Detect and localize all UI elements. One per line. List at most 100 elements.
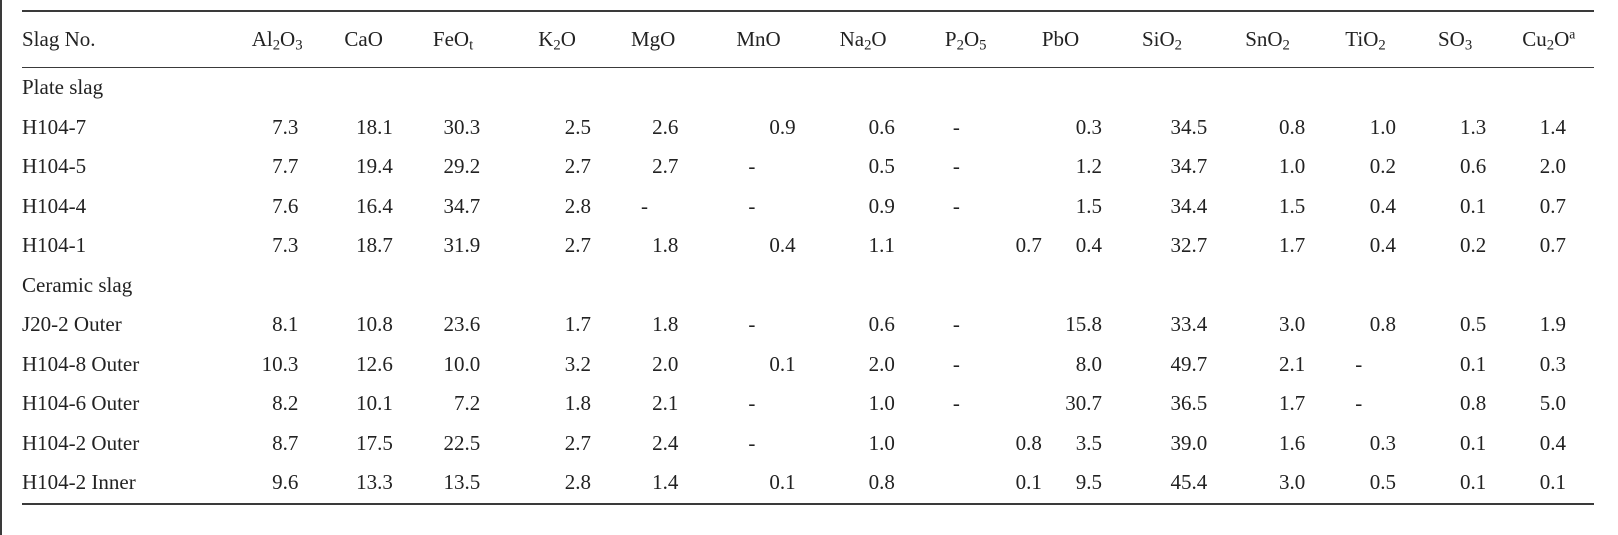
value-cell-k2o: 2.7 <box>564 154 591 179</box>
value-cell-mgo: 2.1 <box>652 391 679 416</box>
value-cell-cu2o: 0.1 <box>1522 463 1594 505</box>
value-cell-sio2: 34.5 <box>1170 114 1208 139</box>
value-cell-cu2o: 5.0 <box>1539 391 1566 416</box>
value-cell-sio2: 34.7 <box>1170 154 1208 179</box>
value-cell-al2o3: 8.1 <box>272 312 299 337</box>
value-cell-cu2o: 0.7 <box>1539 193 1566 218</box>
value-cell-al2o3: 8.2 <box>272 391 299 416</box>
value-cell-cao: 17.5 <box>356 430 393 455</box>
value-cell-feot: 29.2 <box>443 154 481 179</box>
value-cell-feot: 31.9 <box>443 233 481 258</box>
sample-name-cell: H104-1 <box>22 233 87 258</box>
column-header-slag_no: Slag No. <box>22 10 252 68</box>
value-cell-mno: 0.1 <box>769 351 796 376</box>
sample-name-cell: J20-2 Outer <box>22 312 122 337</box>
value-cell-pbo: 3.5 <box>1075 430 1102 455</box>
value-cell-al2o3: 9.6 <box>251 463 345 505</box>
column-header-part: t <box>469 37 474 54</box>
value-cell-na2o: 0.6 <box>868 114 895 139</box>
value-cell-pbo: 30.7 <box>1065 391 1102 416</box>
column-header-part: O <box>871 27 887 51</box>
value-cell-na2o: 1.1 <box>868 233 895 258</box>
sample-name-cell: H104-6 Outer <box>22 391 140 416</box>
value-cell-pbo: 0.3 <box>1075 114 1102 139</box>
value-cell-na2o: 0.8 <box>839 463 945 505</box>
value-cell-sio2: 32.7 <box>1170 233 1208 258</box>
value-cell-al2o3: 10.3 <box>261 351 299 376</box>
column-header-part: 2 <box>1378 37 1386 54</box>
sample-name-cell: H104-2 Inner <box>22 463 252 505</box>
column-header-part: P <box>944 27 957 51</box>
value-cell-al2o3: 7.7 <box>272 154 299 179</box>
value-cell-so3: 0.8 <box>1460 391 1487 416</box>
group-title: Plate slag <box>22 75 104 100</box>
value-cell-sno2: 1.6 <box>1279 430 1306 455</box>
value-cell-feot: 10.0 <box>443 351 481 376</box>
column-header-part: SnO <box>1245 27 1283 51</box>
value-cell-p2o5: - <box>952 351 960 376</box>
column-header-al2o3: Al2O3 <box>251 10 345 68</box>
value-cell-tio2: - <box>1355 391 1363 416</box>
table-row: H104-4 7.6 16.4 34.7 2.8 - - 0.9 - 1.5 34.4 1.5 0.4 0… <box>22 187 1594 227</box>
column-header-mgo: MgO <box>630 10 737 68</box>
value-cell-sno2: 1.7 <box>1279 233 1306 258</box>
value-cell-k2o: 2.7 <box>564 233 591 258</box>
slag-composition-table: Slag No. Al2O3 CaO FeOt K2O MgO MnO Na2O P2O5 PbO… <box>22 10 1594 505</box>
group-row: Ceramic slag <box>22 266 1594 306</box>
value-cell-cu2o: 2.0 <box>1539 154 1566 179</box>
value-cell-mgo: 1.8 <box>652 233 679 258</box>
column-header-part: CaO <box>344 27 383 51</box>
value-cell-mgo: 2.7 <box>652 154 679 179</box>
value-cell-p2o5: 0.8 <box>1015 430 1042 455</box>
value-cell-pbo: 9.5 <box>1041 463 1142 505</box>
column-header-mno: MnO <box>736 10 840 68</box>
value-cell-k2o: 2.7 <box>564 430 591 455</box>
column-header-part: Cu <box>1522 27 1547 51</box>
group-title: Ceramic slag <box>22 272 133 297</box>
column-header-tio2: TiO2 <box>1345 10 1438 68</box>
value-cell-mgo: 2.4 <box>652 430 679 455</box>
value-cell-cu2o: 0.4 <box>1539 430 1566 455</box>
column-header-part: 2 <box>864 37 872 54</box>
value-cell-cao: 16.4 <box>356 193 393 218</box>
column-header-part: K <box>538 27 554 51</box>
column-header-sno2: SnO2 <box>1245 10 1346 68</box>
value-cell-cao: 19.4 <box>356 154 393 179</box>
value-cell-so3: 0.6 <box>1460 154 1487 179</box>
value-cell-na2o: 1.0 <box>868 430 895 455</box>
value-cell-mno: - <box>748 154 756 179</box>
table-row: J20-2 Outer 8.1 10.8 23.6 1.7 1.8 - 0.6 - 15.8 33.… <box>22 305 1594 345</box>
value-cell-tio2: 0.5 <box>1345 463 1438 505</box>
value-cell-pbo: 1.5 <box>1075 193 1102 218</box>
value-cell-al2o3: 7.3 <box>272 233 299 258</box>
column-header-part: FeO <box>432 27 470 51</box>
value-cell-so3: 0.1 <box>1460 193 1487 218</box>
group-row: Plate slag <box>22 68 1594 108</box>
value-cell-cu2o: 0.7 <box>1539 233 1566 258</box>
column-header-part: 3 <box>1464 37 1473 54</box>
column-header-part: 2 <box>956 37 964 54</box>
value-cell-tio2: 0.3 <box>1369 430 1396 455</box>
value-cell-sno2: 1.0 <box>1279 154 1306 179</box>
value-cell-so3: 0.5 <box>1460 312 1487 337</box>
value-cell-pbo: 0.4 <box>1075 233 1102 258</box>
value-cell-sio2: 33.4 <box>1170 312 1208 337</box>
value-cell-cao: 12.6 <box>356 351 393 376</box>
value-cell-tio2: 0.8 <box>1369 312 1396 337</box>
value-cell-so3: 0.2 <box>1460 233 1487 258</box>
value-cell-mgo: 1.8 <box>652 312 679 337</box>
table-row: H104-1 7.3 18.7 31.9 2.7 1.8 0.4 1.1 0.7 0.4 32.7 1… <box>22 226 1594 266</box>
sample-name-cell: H104-5 <box>22 154 87 179</box>
value-cell-na2o: 0.5 <box>868 154 895 179</box>
value-cell-p2o5: - <box>952 114 960 139</box>
value-cell-k2o: 1.8 <box>564 391 591 416</box>
value-cell-p2o5: 0.1 <box>944 463 1042 505</box>
table-row: H104-2 Inner 9.6 13.3 13.5 2.8 1.4 0.1 0.8 0.1 9.… <box>22 463 1594 505</box>
value-cell-sno2: 1.7 <box>1279 391 1306 416</box>
value-cell-tio2: 0.4 <box>1369 193 1396 218</box>
table-header-row: Slag No. Al2O3 CaO FeOt K2O MgO MnO Na2O P2O5 PbO… <box>22 10 1594 68</box>
column-header-na2o: Na2O <box>839 10 945 68</box>
column-header-part: O <box>963 27 980 51</box>
column-header-label: Slag No. <box>22 27 96 51</box>
value-cell-mgo: 2.0 <box>652 351 679 376</box>
